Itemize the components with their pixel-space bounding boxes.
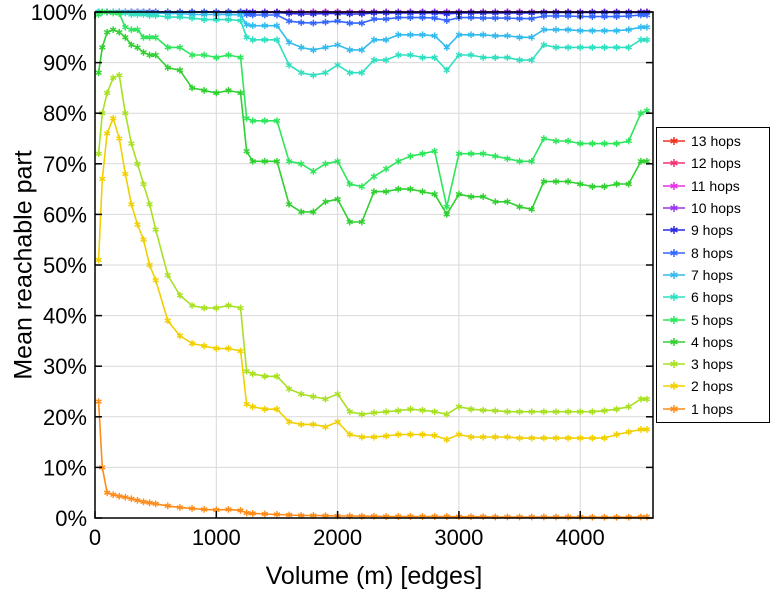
legend-marker-icon — [663, 226, 685, 235]
legend-entry: 13 hops — [662, 131, 769, 151]
legend-marker-icon — [663, 293, 685, 302]
legend-marker-icon — [663, 382, 685, 391]
y-tick-label: 100% — [31, 0, 87, 25]
legend-marker-icon — [663, 137, 685, 146]
legend-entry: 12 hops — [662, 153, 769, 173]
legend-entry: 5 hops — [662, 310, 769, 330]
series-markers-2-hops — [95, 114, 651, 443]
legend-label: 4 hops — [691, 333, 734, 350]
legend-marker-icon — [663, 360, 685, 369]
series-markers-5-hops — [95, 8, 651, 211]
legend-label: 9 hops — [691, 222, 734, 239]
legend-label: 1 hops — [691, 400, 734, 417]
x-tick-label: 1000 — [192, 525, 241, 550]
legend-marker-icon — [663, 181, 685, 190]
legend-entry: 1 hops — [662, 399, 769, 419]
legend-label: 12 hops — [691, 155, 741, 172]
legend-label: 8 hops — [691, 244, 734, 261]
legend-entry: 10 hops — [662, 198, 769, 218]
legend-label: 7 hops — [691, 266, 734, 283]
series-markers-3-hops — [95, 71, 651, 418]
legend-entry: 3 hops — [662, 354, 769, 374]
y-tick-label: 80% — [43, 101, 87, 126]
series-markers-4-hops — [95, 26, 651, 226]
legend-label: 3 hops — [691, 356, 734, 373]
x-axis-label: Volume (m) [edges] — [265, 562, 483, 590]
legend-marker-icon — [663, 159, 685, 168]
legend-entry: 8 hops — [662, 243, 769, 263]
legend-entry: 4 hops — [662, 332, 769, 352]
y-tick-label: 30% — [43, 354, 87, 379]
y-axis-label: Mean reachable part — [9, 150, 38, 380]
y-tick-label: 10% — [43, 455, 87, 480]
legend-entry: 7 hops — [662, 265, 769, 285]
legend-label: 6 hops — [691, 289, 734, 306]
legend-label: 13 hops — [691, 133, 741, 150]
legend-entry: 9 hops — [662, 220, 769, 240]
series-line-3-hops — [97, 74, 647, 416]
legend-label: 11 hops — [691, 177, 740, 194]
x-tick-label: 4000 — [556, 525, 605, 550]
x-tick-label: 2000 — [313, 525, 362, 550]
y-tick-label: 0% — [55, 506, 87, 531]
y-tick-label: 60% — [43, 202, 87, 227]
legend-entry: 6 hops — [662, 287, 769, 307]
legend-entry: 2 hops — [662, 376, 769, 396]
y-tick-label: 70% — [43, 152, 87, 177]
x-tick-label: 3000 — [434, 525, 483, 550]
x-tick-label: 0 — [89, 525, 101, 550]
legend-label: 2 hops — [691, 378, 734, 395]
y-tick-label: 40% — [43, 304, 87, 329]
legend-marker-icon — [663, 315, 685, 324]
y-tick-label: 90% — [43, 51, 87, 76]
y-tick-label: 20% — [43, 405, 87, 430]
series-line-2-hops — [97, 115, 647, 441]
y-tick-label: 50% — [43, 253, 87, 278]
legend-entry: 11 hops — [662, 176, 769, 196]
series-line-1-hops — [97, 401, 647, 518]
series-markers-1-hops — [95, 398, 651, 521]
legend-marker-icon — [663, 404, 685, 413]
series-line-6-hops — [98, 11, 647, 77]
legend-label: 5 hops — [691, 311, 734, 328]
legend-marker-icon — [663, 204, 685, 213]
legend: 13 hops 12 hops 11 hops 10 hops 9 hops 8 hops… — [656, 127, 770, 423]
legend-label: 10 hops — [691, 200, 741, 217]
legend-marker-icon — [663, 337, 685, 346]
legend-marker-icon — [663, 270, 685, 279]
legend-marker-icon — [663, 248, 685, 257]
